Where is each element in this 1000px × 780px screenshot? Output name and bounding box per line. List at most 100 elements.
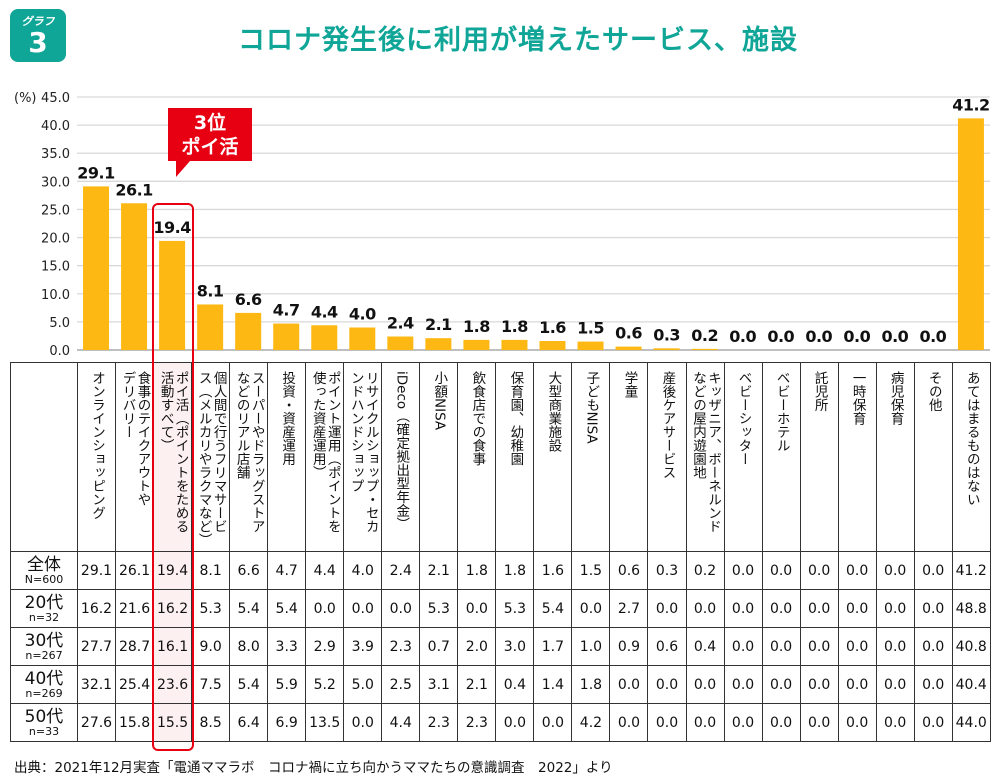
table-row: 全体 N=600 29.1 26.1 19.4 8.1 6.6 4.7 4.4 4.0 2.4 2.1… — [10, 551, 991, 590]
column-header: リサイクルショップ・セカ ンドハンドショップ — [343, 362, 383, 552]
table-cell: 28.7 — [115, 627, 155, 666]
table-cell: 0.0 — [571, 589, 611, 628]
category-label: ポイント運用（ポイントを 使った資産運用） — [309, 371, 341, 533]
bar — [197, 304, 224, 350]
table-cell: 1.8 — [571, 665, 611, 704]
table-cell: 0.0 — [457, 589, 497, 628]
table-cell: 0.0 — [875, 627, 915, 666]
row-label: 40代 — [24, 668, 64, 689]
chart-title: コロナ発生後に利用が増えたサービス、施設 — [238, 25, 798, 56]
table-cell: 15.5 — [153, 703, 193, 742]
table-cell: 3.3 — [267, 627, 307, 666]
category-label: その他 — [925, 371, 942, 412]
column-header: 保育園、幼稚園 — [495, 362, 535, 552]
row-sample-size: n=32 — [28, 610, 60, 624]
bar — [349, 327, 376, 350]
table-cell: 0.0 — [799, 665, 839, 704]
column-header: 飲食店での食事 — [457, 362, 497, 552]
table-cell: 0.0 — [685, 703, 725, 742]
column-header: 産後ケアサービス — [647, 362, 687, 552]
table-cell: 8.5 — [191, 703, 231, 742]
table-cell: 0.0 — [761, 665, 801, 704]
column-header: 食事のテイクアウトや デリバリー — [115, 362, 155, 552]
bar — [159, 240, 186, 350]
category-label: 飲食店での食事 — [469, 371, 486, 466]
table-cell: 5.4 — [533, 589, 573, 628]
table-cell: 26.1 — [115, 551, 155, 590]
bar-value-label: 4.7 — [273, 301, 300, 320]
table-cell: 0.0 — [837, 703, 877, 742]
column-header: あてはまるものはない — [951, 362, 991, 552]
category-label: 産後ケアサービス — [659, 371, 676, 479]
bar-value-label: 1.5 — [577, 319, 604, 338]
table-cell: 0.0 — [305, 589, 345, 628]
bar — [121, 203, 148, 350]
table-cell: 2.4 — [381, 551, 421, 590]
bar — [577, 341, 604, 350]
bar — [311, 325, 338, 350]
table-cell: 0.0 — [761, 551, 801, 590]
table-cell: 6.6 — [229, 551, 269, 590]
table-cell: 1.5 — [571, 551, 611, 590]
category-label: リサイクルショップ・セカ ンドハンドショップ — [347, 371, 379, 533]
table-cell: 21.6 — [115, 589, 155, 628]
bar — [273, 323, 300, 350]
y-tick-label: 15.0 — [41, 260, 70, 275]
table-cell: 0.0 — [913, 665, 953, 704]
row-header: 40代 n=269 — [10, 665, 78, 704]
table-cell: 0.0 — [685, 665, 725, 704]
row-sample-size: n=269 — [25, 686, 63, 700]
table-cell: 4.4 — [381, 703, 421, 742]
category-label: 子どもNISA — [583, 371, 600, 444]
table-cell: 5.4 — [229, 589, 269, 628]
bar-value-label: 0.0 — [729, 327, 756, 346]
table-cell: 0.9 — [609, 627, 649, 666]
table-cell: 16.2 — [76, 589, 117, 628]
bar — [235, 312, 262, 350]
data-table: オンラインショッピング 食事のテイクアウトや デリバリー ポイ活（ポイントをためる … — [10, 362, 991, 742]
category-label: スーパーやドラッグストア などのリアル店舗 — [233, 371, 265, 533]
column-header: 託児所 — [799, 362, 839, 552]
category-label: 投資・資産運用 — [279, 371, 296, 466]
bar — [425, 338, 452, 350]
table-cell: 4.0 — [343, 551, 383, 590]
column-header: 投資・資産運用 — [267, 362, 307, 552]
table-cell: 0.0 — [609, 665, 649, 704]
column-header: 大型商業施設 — [533, 362, 573, 552]
bar-value-label: 1.8 — [501, 317, 528, 336]
table-cell: 2.1 — [457, 665, 497, 704]
category-label: 託児所 — [811, 371, 828, 412]
column-header: ポイント運用（ポイントを 使った資産運用） — [305, 362, 345, 552]
table-cell: 2.3 — [381, 627, 421, 666]
row-label: 全体 — [27, 554, 61, 575]
bar-value-label: 8.1 — [197, 281, 224, 300]
table-cell: 2.0 — [457, 627, 497, 666]
table-cell: 0.7 — [419, 627, 459, 666]
column-header: 子どもNISA — [571, 362, 611, 552]
row-label: 20代 — [24, 592, 64, 613]
table-cell: 5.3 — [495, 589, 535, 628]
table-cell: 3.1 — [419, 665, 459, 704]
category-label: ベビーホテル — [773, 371, 790, 452]
bar-value-label: 0.3 — [653, 325, 680, 344]
table-cell: 16.2 — [153, 589, 193, 628]
table-cell: 19.4 — [153, 551, 193, 590]
column-header: ベビーシッター — [723, 362, 763, 552]
bar — [957, 118, 984, 350]
table-cell: 2.5 — [381, 665, 421, 704]
row-header: 20代 n=32 — [10, 589, 78, 628]
bar-value-label: 0.0 — [919, 327, 946, 346]
y-tick-label: 25.0 — [41, 203, 70, 218]
category-label: ベビーシッター — [735, 371, 752, 466]
table-cell: 2.7 — [609, 589, 649, 628]
table-cell: 0.0 — [875, 703, 915, 742]
row-label: 50代 — [24, 706, 64, 727]
table-cell: 0.0 — [875, 589, 915, 628]
source-footnote: 出典：2021年12月実査「電通ママラボ コロナ禍に立ち向かうママたちの意識調査… — [14, 760, 613, 776]
bar — [653, 348, 680, 350]
table-cell: 6.4 — [229, 703, 269, 742]
column-header: スーパーやドラッグストア などのリアル店舗 — [229, 362, 269, 552]
category-label: あてはまるものはない — [963, 371, 980, 506]
table-cell: 41.2 — [951, 551, 991, 590]
table-cell: 44.0 — [951, 703, 991, 742]
